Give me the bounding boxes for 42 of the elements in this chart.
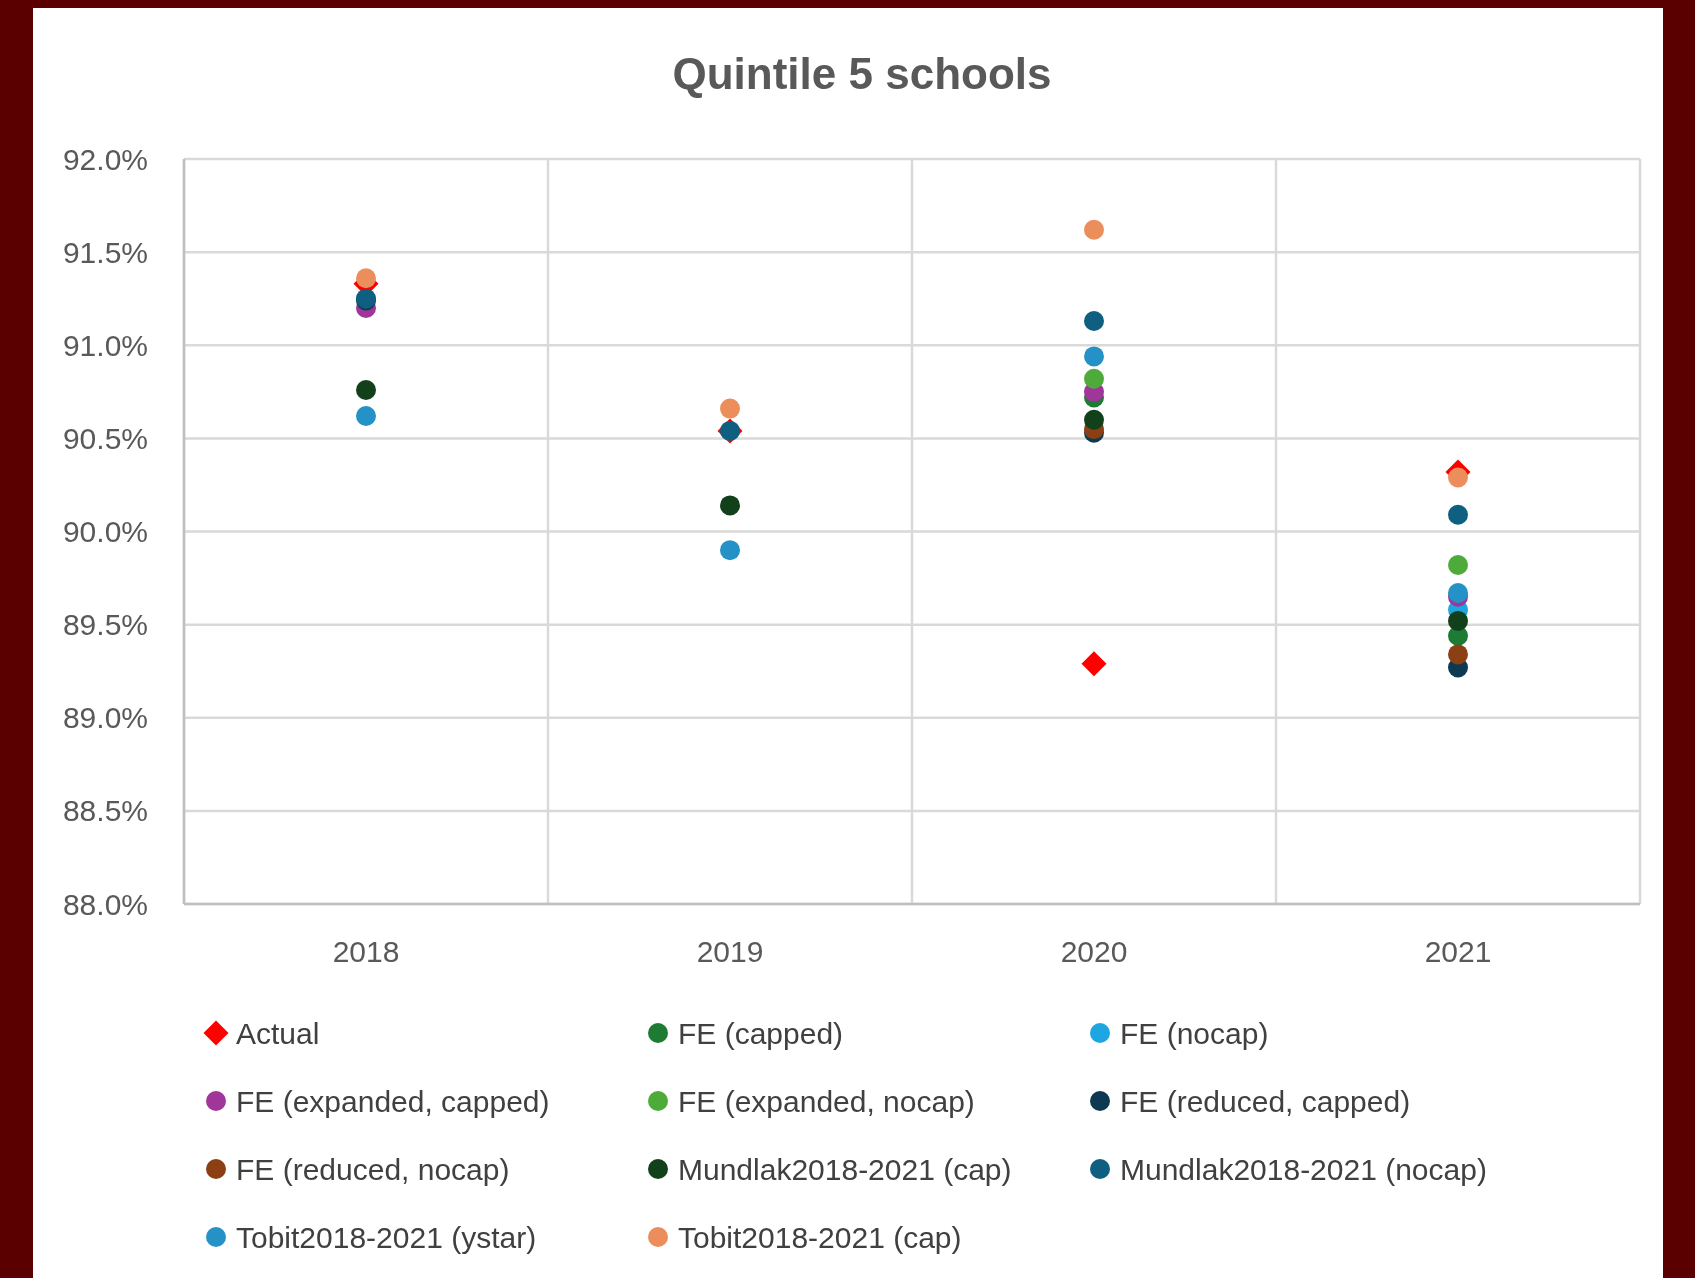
y-tick-label: 92.0% (62, 142, 148, 176)
legend-label: Actual (236, 1016, 320, 1050)
chart-title: Quintile 5 schools (672, 49, 1052, 99)
y-tick-label: 89.5% (62, 608, 148, 642)
x-tick-label: 2018 (332, 934, 400, 968)
legend-label: FE (expanded, nocap) (678, 1084, 975, 1118)
y-tick-label: 90.0% (62, 515, 148, 548)
legend-label: Mundlak2018-2021 (cap) (678, 1152, 1012, 1186)
y-tick-label: 91.0% (62, 328, 148, 362)
point (720, 398, 740, 419)
legend-label: Tobit2018-2021 (cap) (678, 1220, 962, 1254)
point (720, 495, 740, 516)
point (356, 379, 376, 400)
point (1084, 219, 1104, 240)
point (1448, 555, 1468, 576)
legend-label: FE (expanded, capped) (236, 1084, 550, 1118)
point (1084, 409, 1104, 430)
x-tick-label: 2019 (696, 934, 764, 968)
legend-label: FE (reduced, nocap) (236, 1152, 510, 1186)
y-tick-label: 88.5% (62, 794, 148, 828)
y-tick-label: 91.5% (62, 235, 148, 269)
y-tick-label: 90.5% (62, 421, 148, 455)
y-tick-label: 89.0% (62, 701, 148, 735)
x-tick-label: 2021 (1424, 934, 1492, 968)
point (720, 540, 740, 561)
point (1448, 467, 1468, 488)
point (1084, 311, 1104, 332)
legend-label: FE (reduced, capped) (1120, 1084, 1411, 1118)
point (1081, 651, 1107, 677)
point (356, 406, 376, 427)
legend-label: Tobit2018-2021 (ystar) (236, 1220, 537, 1254)
legend-label: FE (capped) (678, 1016, 844, 1050)
point (1448, 504, 1468, 525)
point (1084, 346, 1104, 367)
legend-label: Mundlak2018-2021 (nocap) (1120, 1152, 1487, 1186)
legend-label: FE (nocap) (1120, 1016, 1269, 1050)
point (1084, 368, 1104, 389)
y-tick-label: 88.0% (62, 887, 148, 921)
x-tick-label: 2020 (1060, 934, 1128, 968)
point (1448, 644, 1468, 665)
point (356, 268, 376, 289)
point (1448, 610, 1468, 631)
